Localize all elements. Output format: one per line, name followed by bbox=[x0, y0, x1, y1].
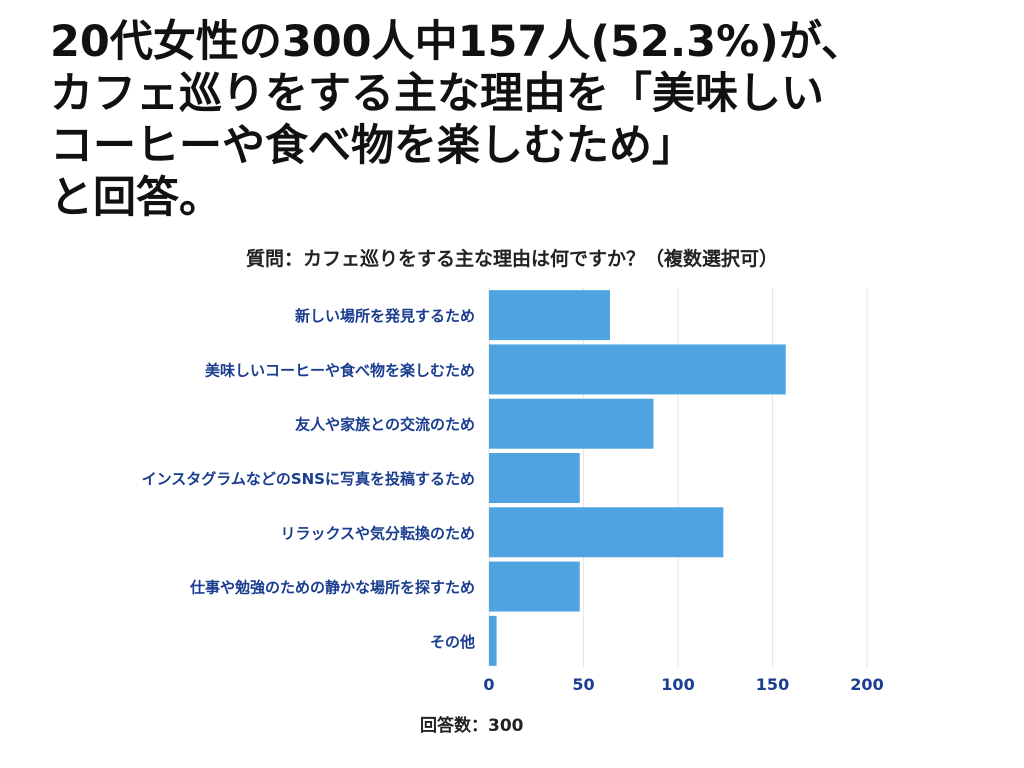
x-tick-label-2: 100 bbox=[661, 675, 694, 694]
headline-line-2: カフェ巡りをする主な理由を「美味しい bbox=[50, 69, 824, 119]
category-label-3: インスタグラムなどのSNSに写真を投稿するため bbox=[142, 470, 475, 488]
x-tick-label-4: 200 bbox=[850, 675, 883, 694]
category-label-0: 新しい場所を発見するため bbox=[295, 307, 475, 325]
bar-6 bbox=[489, 615, 497, 666]
x-tick-label-1: 50 bbox=[572, 675, 594, 694]
bar-1 bbox=[489, 344, 786, 395]
response-count: 回答数：300 bbox=[420, 711, 524, 736]
x-tick-label-3: 150 bbox=[756, 675, 789, 694]
category-label-4: リラックスや気分転換のため bbox=[280, 524, 475, 542]
headline-line-3: コーヒーや食べ物を楽しむため」 bbox=[50, 121, 695, 171]
category-label-1: 美味しいコーヒーや食べ物を楽しむため bbox=[205, 361, 475, 379]
category-label-5: 仕事や勉強のための静かな場所を探すため bbox=[189, 579, 475, 597]
headline-line-1: 20代女性の300人中157人(52.3%)が、 bbox=[50, 17, 864, 67]
x-tick-label-0: 0 bbox=[483, 675, 494, 694]
category-label-6: その他 bbox=[430, 633, 475, 651]
bar-4 bbox=[489, 507, 724, 558]
bar-3 bbox=[489, 453, 580, 503]
bar-0 bbox=[489, 290, 610, 341]
bar-2 bbox=[489, 398, 654, 449]
headline: 20代女性の300人中157人(52.3%)が、 カフェ巡りをする主な理由を「美… bbox=[50, 16, 1010, 224]
response-count-value: 300 bbox=[488, 716, 524, 736]
chart-title: 質問：カフェ巡りをする主な理由は何ですか？（複数選択可） bbox=[245, 248, 778, 270]
response-count-label: 回答数： bbox=[420, 716, 488, 736]
headline-line-4: と回答。 bbox=[50, 173, 222, 223]
category-label-2: 友人や家族との交流のため bbox=[295, 416, 475, 434]
bar-5 bbox=[489, 561, 580, 612]
